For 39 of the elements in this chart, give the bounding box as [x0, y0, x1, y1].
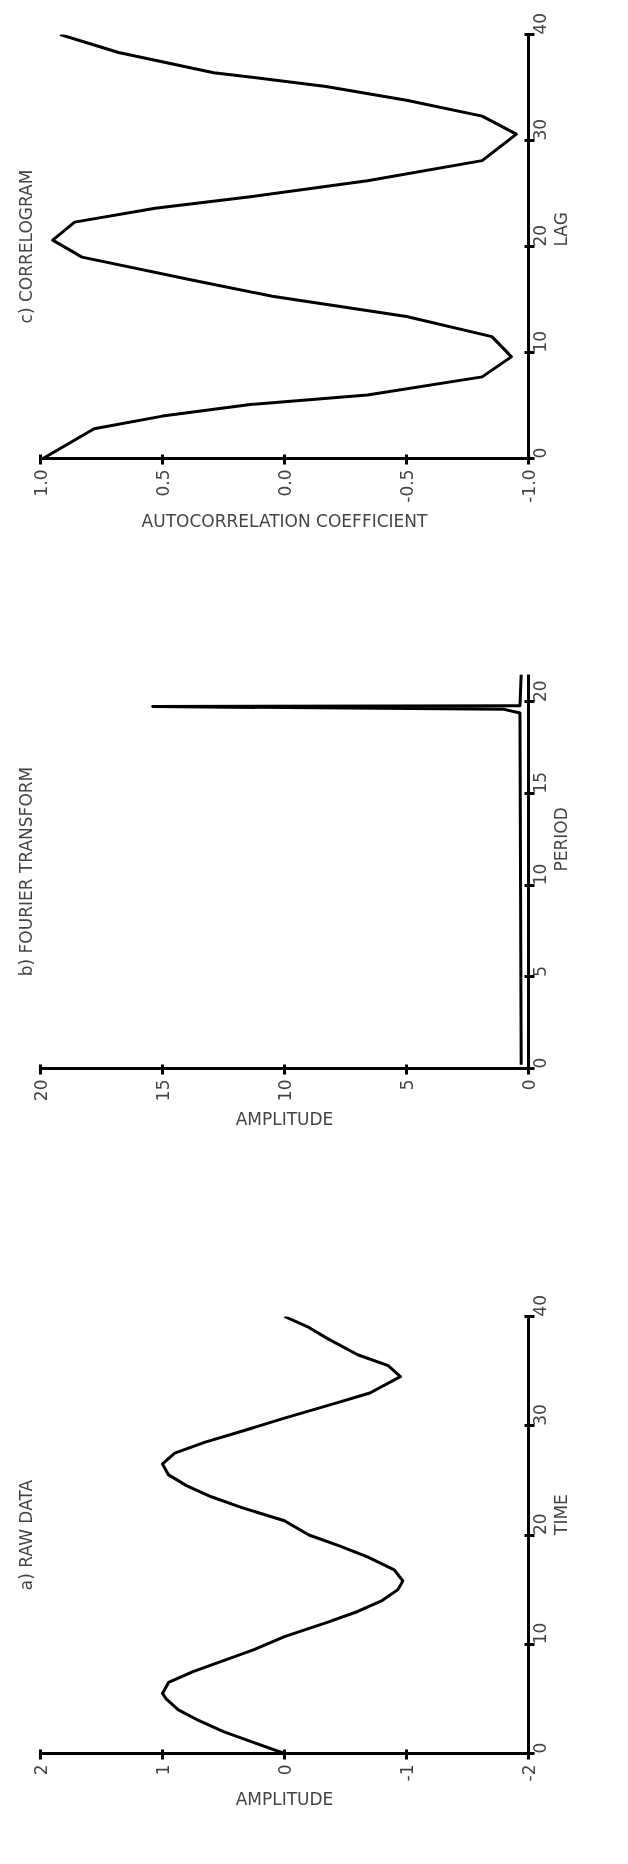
y-tick-label: 10: [530, 863, 550, 886]
x-tick-label: 5: [397, 1079, 417, 1091]
y-tick-label: 0: [530, 1742, 550, 1754]
y-tick-label: 40: [530, 1294, 550, 1317]
x-tick-label: 1.0: [31, 469, 51, 497]
x-axis-title: AMPLITUDE: [235, 1789, 334, 1810]
y-tick-label: 10: [530, 330, 550, 353]
text: b) FOURIER TRANSFORM: [15, 766, 36, 977]
x-tick-label: 0: [519, 1079, 539, 1091]
x-axis-title: AMPLITUDE: [235, 1109, 334, 1130]
y-tick-label: 20: [530, 224, 550, 247]
x-tick-label: -0.5: [397, 469, 417, 503]
y-tick-label: 30: [530, 1404, 550, 1426]
y-tick-label: 5: [530, 966, 550, 977]
x-tick-label: 10: [275, 1079, 295, 1102]
text: a) RAW DATA: [15, 1479, 36, 1591]
y-tick-label: 15: [530, 771, 550, 794]
x-axis-title: AUTOCORRELATION COEFFICIENT: [141, 510, 429, 531]
x-tick-label: 0: [275, 1764, 295, 1776]
y-tick-label: 30: [530, 118, 550, 141]
y-tick-label: 20: [530, 1513, 550, 1535]
text: c) CORRELOGRAM: [15, 169, 36, 324]
x-tick-label: 2: [31, 1764, 51, 1776]
x-tick-label: 0.5: [153, 469, 173, 497]
y-tick-label: 40: [530, 12, 550, 35]
x-tick-label: 1: [153, 1764, 173, 1776]
x-tick-label: -1.0: [519, 469, 539, 503]
x-tick-label: 20: [31, 1079, 51, 1102]
y-axis-title: TIME: [550, 1494, 571, 1536]
y-tick-label: 0: [530, 1057, 550, 1069]
y-axis-title: LAG: [550, 212, 571, 247]
x-tick-label: 15: [153, 1079, 173, 1102]
x-tick-label: 0.0: [275, 469, 295, 497]
y-tick-label: 20: [530, 680, 550, 702]
x-tick-label: -2: [519, 1764, 539, 1782]
x-tick-label: -1: [397, 1764, 417, 1782]
y-axis-title: PERIOD: [550, 807, 571, 872]
y-tick-label: 10: [530, 1622, 550, 1645]
y-tick-label: 0: [530, 447, 550, 459]
